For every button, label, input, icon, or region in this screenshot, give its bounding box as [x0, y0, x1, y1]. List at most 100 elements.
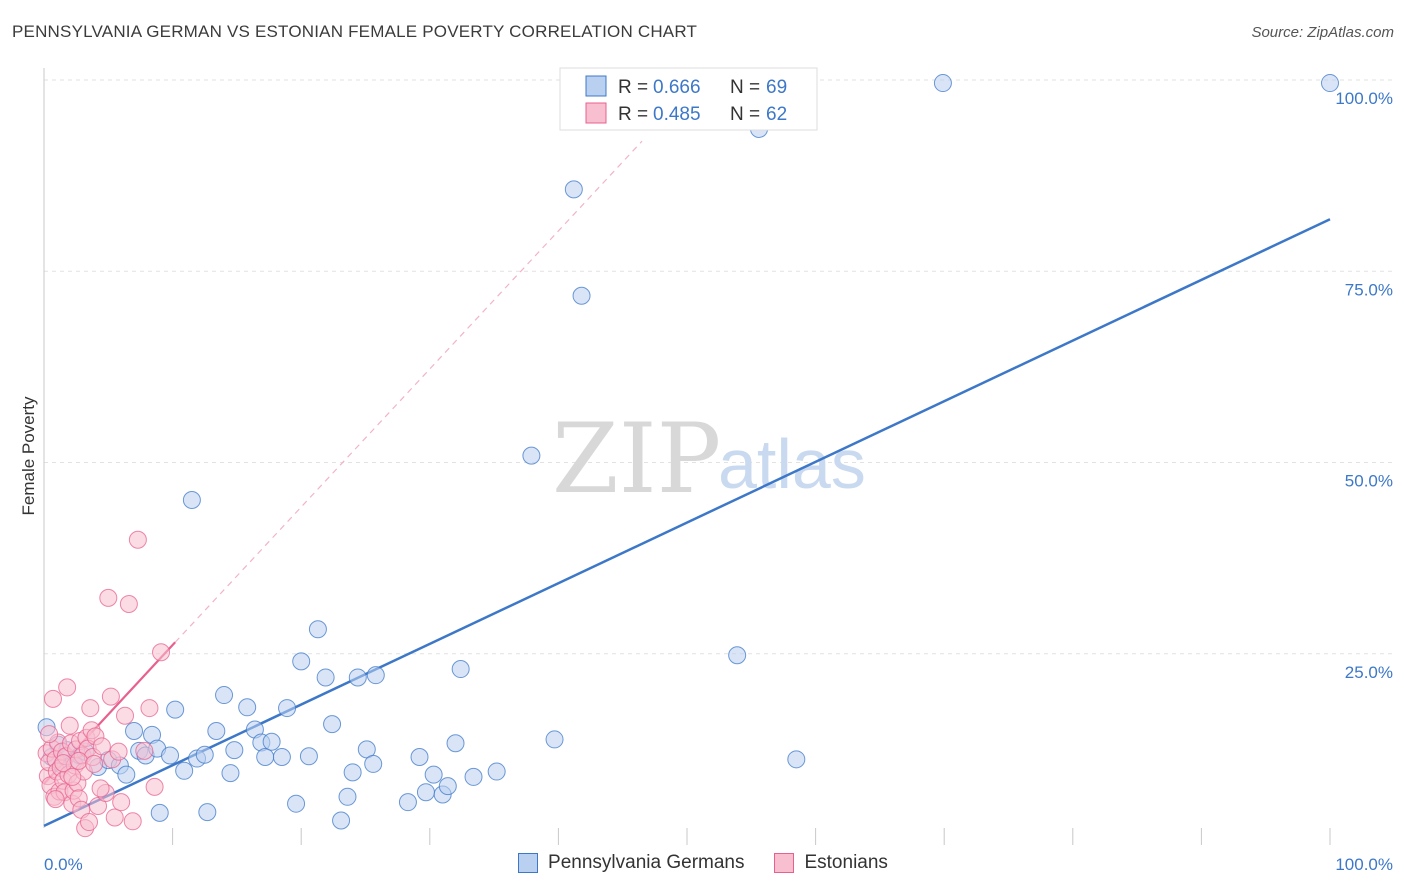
- estonians-point-50: [135, 741, 154, 760]
- chart-title: PENNSYLVANIA GERMAN VS ESTONIAN FEMALE P…: [12, 22, 698, 41]
- pennsylvania-germans-point-38: [299, 747, 318, 766]
- data-points: [37, 74, 1339, 838]
- pennsylvania-germans-point-25: [207, 722, 226, 741]
- series-legend: Pennsylvania Germans Estonians: [0, 852, 1406, 874]
- pennsylvania-germans-point-23: [195, 745, 214, 764]
- estonians-point-42: [101, 687, 120, 706]
- pennsylvania-germans-point-26: [215, 686, 234, 705]
- grid: [44, 79, 1395, 655]
- x-tick-label-min: 0.0%: [44, 855, 83, 874]
- stats-r-value-1: 0.666: [653, 77, 701, 98]
- estonians-point-52: [145, 777, 164, 796]
- estonians-point-58: [69, 751, 88, 770]
- legend-swatch-blue: [518, 853, 539, 873]
- legend-item-estonians: Estonians: [774, 852, 888, 874]
- estonians-point-18: [60, 716, 79, 735]
- stats-r-label-2: R =: [618, 104, 648, 125]
- pennsylvania-germans-point-21: [182, 490, 201, 509]
- estonians-point-48: [123, 812, 142, 831]
- pennsylvania-germans-point-12: [125, 722, 144, 741]
- pennsylvania-germans-point-43: [338, 787, 357, 806]
- pennsylvania-germans-point-28: [225, 741, 244, 760]
- pennsylvania-germans-point-36: [287, 794, 306, 813]
- estonians-point-45: [112, 793, 131, 812]
- pennsylvania-germans-point-55: [446, 734, 465, 753]
- pennsylvania-germans-point-56: [451, 660, 470, 679]
- pennsylvania-germans-point-41: [323, 715, 342, 734]
- stats-n-value-2: 62: [766, 104, 787, 125]
- y-axis-title: Female Poverty: [19, 396, 38, 516]
- legend-label-estonians: Estonians: [804, 852, 888, 873]
- pennsylvania-germans-point-35: [278, 699, 297, 718]
- pennsylvania-germans-point-44: [343, 763, 362, 782]
- pennsylvania-germans-point-42: [332, 811, 351, 830]
- pennsylvania-germans-point-17: [150, 803, 169, 822]
- pennsylvania-germans-point-51: [416, 783, 435, 802]
- pennsylvania-germans-point-32: [256, 748, 275, 767]
- legend-swatch-pink: [774, 853, 795, 873]
- estonians-point-5: [44, 689, 63, 708]
- estonians-trend-extension: [174, 140, 643, 643]
- estonians-point-44: [105, 808, 124, 827]
- estonians-point-34: [81, 699, 100, 718]
- pennsylvania-germans-point-11: [117, 765, 136, 784]
- watermark-zip: ZIP: [552, 403, 721, 515]
- estonians-point-53: [152, 643, 171, 662]
- stats-r-label-1: R =: [618, 77, 648, 98]
- stats-n-label-2: N =: [730, 104, 760, 125]
- estonians-point-59: [85, 754, 104, 773]
- stats-n-value-1: 69: [766, 77, 787, 98]
- pennsylvania-germans-point-61: [564, 180, 583, 199]
- pennsylvania-germans-point-58: [487, 762, 506, 781]
- estonians-point-41: [99, 588, 118, 607]
- pennsylvania-germans-point-62: [572, 286, 591, 305]
- pennsylvania-germans-point-48: [366, 666, 385, 685]
- stats-swatch-pink: [585, 102, 607, 124]
- estonians-point-16: [58, 678, 77, 697]
- y-tick-label-75: 75.0%: [1345, 280, 1393, 299]
- pennsylvania-germans-point-54: [438, 777, 457, 796]
- pennsylvania-germans-point-37: [292, 652, 311, 671]
- watermark-atlas: atlas: [718, 425, 866, 503]
- pennsylvania-germans-point-60: [545, 730, 564, 749]
- pennsylvania-germans-point-39: [308, 620, 327, 639]
- pennsylvania-germans-point-27: [221, 764, 240, 783]
- pennsylvania-germans-point-65: [787, 750, 806, 769]
- source-label: Source: ZipAtlas.com: [1251, 24, 1394, 41]
- pennsylvania-germans-point-57: [464, 767, 483, 786]
- y-tick-labels: 25.0% 50.0% 75.0% 100.0%: [1335, 89, 1393, 682]
- estonians-point-39: [92, 737, 111, 756]
- pennsylvania-germans-point-63: [728, 646, 747, 665]
- stats-legend: R = 0.666 N = 69 R = 0.485 N = 62: [559, 67, 818, 131]
- stats-n-label-1: N =: [730, 77, 760, 98]
- pennsylvania-germans-point-19: [166, 700, 185, 719]
- pennsylvania-germans-point-34: [272, 748, 291, 767]
- y-tick-label-50: 50.0%: [1345, 472, 1393, 491]
- x-axis-ticks: [172, 828, 1331, 845]
- watermark: ZIP atlas: [552, 403, 866, 515]
- pennsylvania-germans-point-59: [522, 446, 541, 465]
- estonians-point-33: [80, 813, 99, 832]
- pennsylvania-germans-point-18: [161, 746, 180, 765]
- pennsylvania-germans-point-24: [198, 803, 217, 822]
- estonians-point-54: [40, 725, 59, 744]
- estonians-point-55: [46, 790, 65, 809]
- pennsylvania-germans-point-67: [1321, 74, 1339, 93]
- pennsylvania-germans-trend-line: [43, 218, 1331, 828]
- pennsylvania-germans-point-29: [238, 698, 257, 717]
- estonians-point-57: [63, 767, 82, 786]
- stats-r-value-2: 0.485: [653, 104, 701, 125]
- pennsylvania-germans-point-40: [316, 668, 335, 687]
- pennsylvania-germans-point-66: [933, 74, 952, 93]
- legend-label-pennsylvania-germans: Pennsylvania Germans: [548, 852, 745, 873]
- pennsylvania-germans-point-20: [175, 761, 194, 780]
- pennsylvania-germans-point-45: [348, 668, 367, 687]
- estonians-point-51: [140, 699, 159, 718]
- y-tick-label-100: 100.0%: [1335, 89, 1393, 108]
- estonians-point-46: [116, 706, 135, 725]
- pennsylvania-germans-point-49: [398, 793, 417, 812]
- y-tick-label-25: 25.0%: [1345, 663, 1393, 682]
- pennsylvania-germans-point-47: [364, 754, 383, 773]
- stats-swatch-blue: [585, 75, 607, 97]
